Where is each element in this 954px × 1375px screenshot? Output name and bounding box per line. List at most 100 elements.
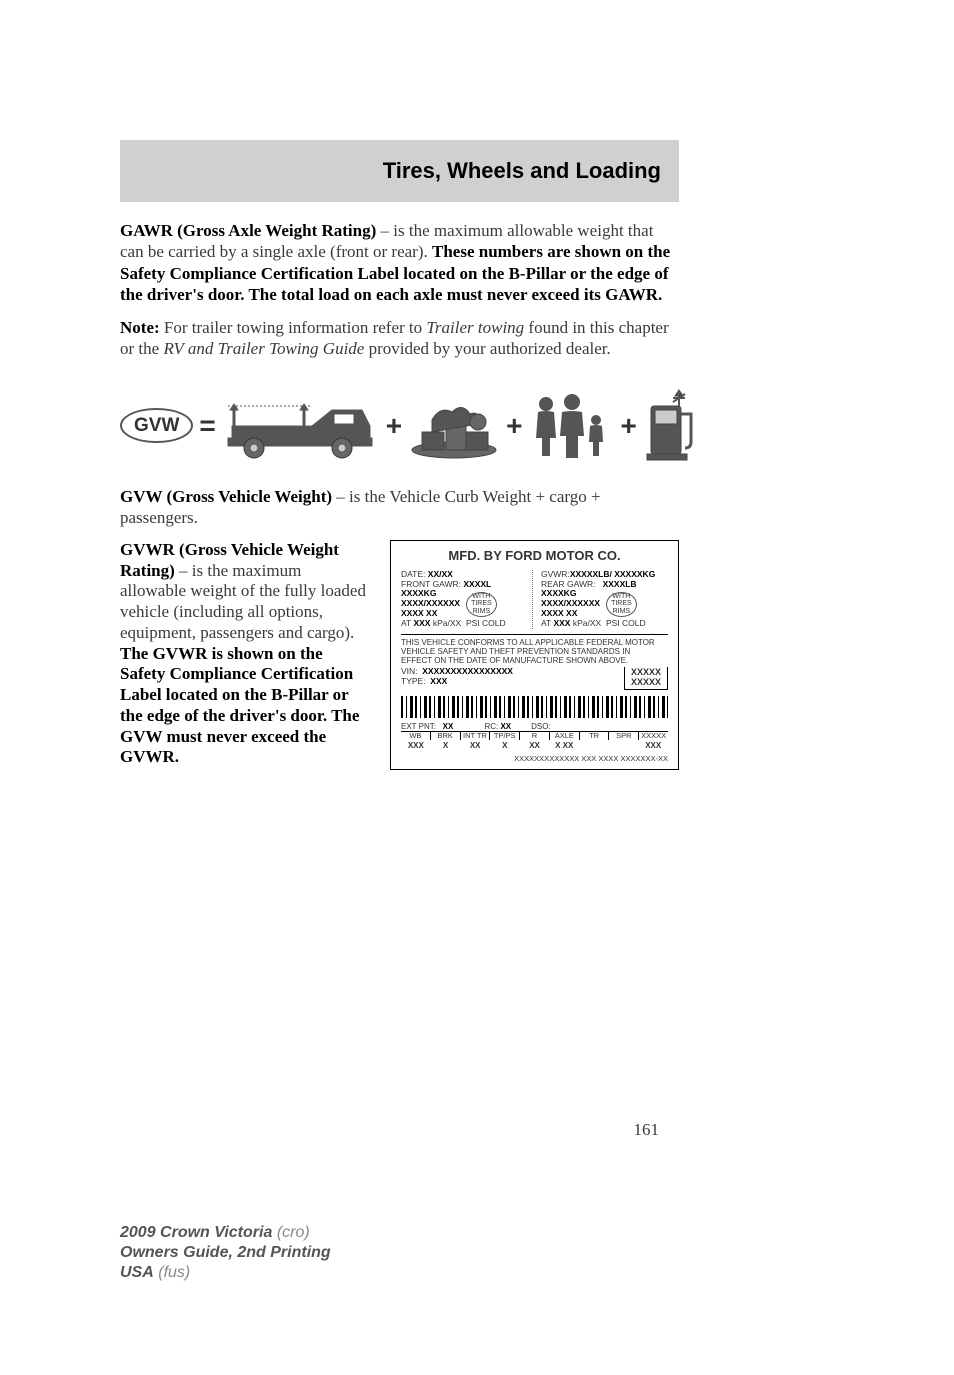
cert-vin-val: XXXXXXXXXXXXXXXX — [422, 666, 513, 676]
cert-vin-row: VIN: XXXXXXXXXXXXXXXX TYPE: XXX XXXXX XX… — [401, 667, 668, 690]
note-paragraph: Note: For trailer towing information ref… — [120, 317, 679, 360]
cert-bt-h5: AXLE — [550, 732, 580, 740]
cert-tire-ellipse-right: WITH TIRES RIMS — [606, 592, 637, 617]
note-body3: provided by your authorized dealer. — [364, 339, 610, 358]
page-content: GAWR (Gross Axle Weight Rating) – is the… — [120, 220, 679, 770]
cert-extpnt-val: XX — [443, 722, 454, 731]
cert-date-val: XX/XX — [428, 569, 453, 579]
footer-block: 2009 Crown Victoria (cro) Owners Guide, … — [120, 1223, 331, 1283]
pickup-truck-icon — [222, 390, 380, 462]
footer-guide: Owners Guide, 2nd Printing — [120, 1243, 331, 1263]
cert-tires-l: TIRES — [471, 600, 492, 607]
gvwr-two-column: GVWR (Gross Vehicle Weight Rating) – is … — [120, 540, 679, 770]
cert-psicold-r: PSI COLD — [606, 618, 646, 628]
cert-footer-line: XXXXXXXXXXXXX XXX XXXX XXXXXXX-XX — [401, 755, 668, 764]
cert-psi-r: XXX — [553, 618, 570, 628]
cert-type-val: XXX — [430, 676, 447, 686]
section-title: Tires, Wheels and Loading — [383, 158, 661, 184]
cert-front-gawr-label: FRONT GAWR: — [401, 579, 461, 589]
cert-top-row: DATE: XX/XX FRONT GAWR: XXXXL XXXXKG XXX… — [401, 570, 668, 629]
note-ital2: RV and Trailer Towing Guide — [163, 339, 364, 358]
cert-type-label: TYPE: — [401, 676, 426, 686]
cert-bottom-table-headers: WB BRK INT TR TP/PS R AXLE TR SPR XXXXX — [401, 731, 668, 740]
gvw-equation-row: GVW = + — [120, 388, 679, 464]
gvw-paragraph: GVW (Gross Vehicle Weight) – is the Vehi… — [120, 486, 679, 529]
cert-bt-v1: X — [431, 740, 461, 751]
cert-gvwr-label: GVWR: — [541, 569, 570, 579]
cert-divider-1 — [401, 634, 668, 635]
cargo-pile-icon — [408, 392, 500, 460]
footer-region: USA — [120, 1264, 154, 1281]
safety-cert-label-plate: MFD. BY FORD MOTOR CO. DATE: XX/XX FRONT… — [390, 540, 679, 770]
footer-model: 2009 Crown Victoria — [120, 1224, 272, 1241]
cert-tire-ellipse-left: WITH TIRES RIMS — [466, 592, 497, 617]
cert-bt-h8: XXXXX — [639, 732, 668, 740]
footer-code1: (cro) — [277, 1224, 310, 1241]
note-ital1: Trailer towing — [426, 318, 524, 337]
cert-compliance-3: EFFECT ON THE DATE OF MANUFACTURE SHOWN … — [401, 656, 668, 665]
cert-gvwr-val: XXXXXLB/ XXXXXKG — [570, 569, 656, 579]
cert-bt-v6 — [579, 740, 609, 751]
cert-bt-v0: XXX — [401, 740, 431, 751]
cert-box-2: XXXXX — [631, 678, 661, 688]
cert-vin-label: VIN: — [401, 666, 418, 676]
cert-dso-label: DSO: — [531, 722, 551, 731]
cert-at-r: AT — [541, 618, 551, 628]
cert-compliance-2: VEHICLE SAFETY AND THEFT PREVENTION STAN… — [401, 647, 668, 656]
cert-bt-v7 — [609, 740, 639, 751]
cert-bt-v5: X XX — [549, 740, 579, 751]
cert-rims-r: RIMS — [613, 608, 631, 615]
fuel-pump-icon — [643, 388, 703, 464]
cert-bt-h0: WB — [401, 732, 431, 740]
note-label: Note: — [120, 318, 160, 337]
note-body1: For trailer towing information refer to — [160, 318, 427, 337]
cert-bt-v3: X — [490, 740, 520, 751]
cert-right-col: GVWR:XXXXXLB/ XXXXXKG REAR GAWR: XXXXLB … — [532, 570, 668, 629]
cert-front-gawr-val: XXXXL — [463, 579, 491, 589]
section-header-band: Tires, Wheels and Loading — [120, 140, 679, 202]
cert-with-r: WITH — [612, 593, 630, 600]
gvwr-paragraph: GVWR (Gross Vehicle Weight Rating) – is … — [120, 540, 368, 768]
cert-tires-r: TIRES — [611, 600, 632, 607]
cert-compliance-text: THIS VEHICLE CONFORMS TO ALL APPLICABLE … — [401, 638, 668, 666]
plus-sign-3: + — [620, 408, 636, 443]
cert-bt-v8: XXX — [638, 740, 668, 751]
cert-extpnt-label: EXT PNT: — [401, 722, 436, 731]
cert-bt-h1: BRK — [431, 732, 461, 740]
cert-rc-label: RC: — [484, 722, 498, 731]
cert-rims-l: RIMS — [473, 608, 491, 615]
cert-psicold-l: PSI COLD — [466, 618, 506, 628]
cert-rear-gawr-val: XXXXLB — [603, 579, 637, 589]
page-number: 161 — [634, 1120, 660, 1140]
gvw-oval-label: GVW — [120, 408, 193, 444]
cert-left-col: DATE: XX/XX FRONT GAWR: XXXXL XXXXKG XXX… — [401, 570, 528, 629]
cert-rc-val: XX — [500, 722, 511, 731]
cert-bt-h7: SPR — [609, 732, 639, 740]
gawr-paragraph: GAWR (Gross Axle Weight Rating) – is the… — [120, 220, 679, 305]
cert-bt-h2: INT TR — [461, 732, 491, 740]
cert-kpa-l: kPa/XX — [433, 618, 461, 628]
cert-barcode — [401, 696, 668, 718]
footer-code2: (fus) — [158, 1264, 190, 1281]
plus-sign-2: + — [506, 408, 522, 443]
cert-bt-v4: XX — [520, 740, 550, 751]
cert-bt-v2: XX — [460, 740, 490, 751]
cert-rear-gawr-label: REAR GAWR: — [541, 579, 595, 589]
plus-sign-1: + — [386, 408, 402, 443]
cert-bottom-table-values: XXX X XX X XX X XX XXX — [401, 740, 668, 751]
gvwr-bold-tail: The GVWR is shown on the Safety Complian… — [120, 644, 359, 767]
cert-manufacturer: MFD. BY FORD MOTOR CO. — [401, 549, 668, 564]
cert-vin-box: XXXXX XXXXX — [624, 667, 668, 690]
passengers-family-icon — [528, 390, 614, 462]
cert-bt-h6: TR — [580, 732, 610, 740]
cert-bt-h3: TP/PS — [490, 732, 520, 740]
cert-at-l: AT — [401, 618, 411, 628]
equals-sign: = — [199, 408, 215, 443]
cert-kpa-r: kPa/XX — [573, 618, 601, 628]
cert-with-l: WITH — [472, 593, 490, 600]
cert-date-label: DATE: — [401, 569, 425, 579]
gawr-term: GAWR (Gross Axle Weight Rating) — [120, 221, 376, 240]
cert-psi-l: XXX — [413, 618, 430, 628]
cert-bt-h4: R — [520, 732, 550, 740]
cert-bottom-labels: EXT PNT: XX RC: XX DSO: — [401, 722, 668, 731]
